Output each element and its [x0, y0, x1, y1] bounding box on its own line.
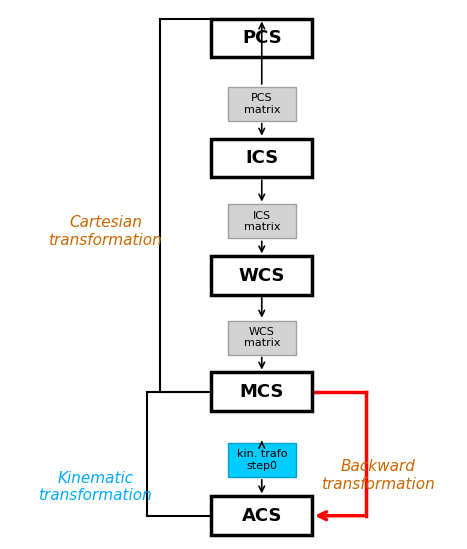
Text: WCS: WCS [239, 267, 285, 285]
Text: ACS: ACS [241, 507, 282, 525]
Text: ICS: ICS [245, 149, 278, 167]
Text: Backward
transformation: Backward transformation [321, 460, 435, 492]
Text: ICS
matrix: ICS matrix [243, 211, 280, 232]
Text: MCS: MCS [240, 383, 284, 401]
Text: kin. trafo
step0: kin. trafo step0 [236, 449, 287, 470]
FancyBboxPatch shape [212, 372, 312, 411]
Text: PCS
matrix: PCS matrix [243, 93, 280, 115]
Text: Kinematic
transformation: Kinematic transformation [38, 471, 152, 503]
FancyBboxPatch shape [212, 496, 312, 535]
Text: Cartesian
transformation: Cartesian transformation [49, 215, 162, 248]
FancyBboxPatch shape [228, 87, 296, 121]
FancyBboxPatch shape [212, 256, 312, 295]
FancyBboxPatch shape [212, 138, 312, 177]
FancyBboxPatch shape [228, 321, 296, 355]
FancyBboxPatch shape [212, 19, 312, 57]
FancyBboxPatch shape [228, 443, 296, 477]
Text: WCS
matrix: WCS matrix [243, 327, 280, 349]
FancyBboxPatch shape [228, 204, 296, 238]
Text: PCS: PCS [242, 29, 282, 47]
